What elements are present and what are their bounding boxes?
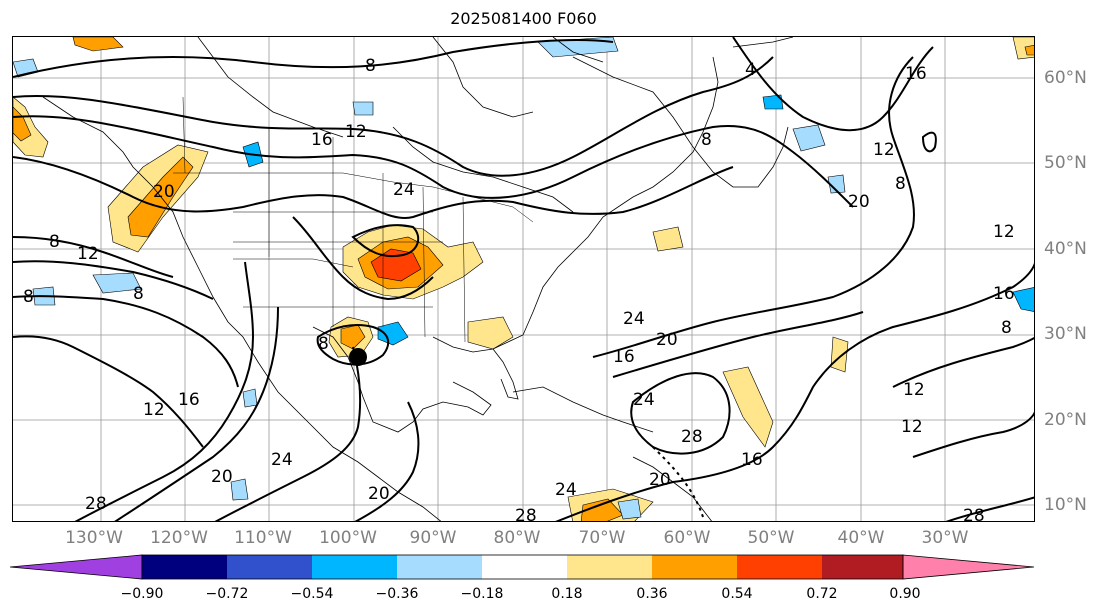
colorbar-extend-max (902, 554, 1035, 580)
contour-label: 12 (77, 244, 99, 264)
colorbar-tick: 0.18 (551, 586, 583, 602)
contour-label: 12 (345, 122, 367, 142)
colorbar-bin (482, 555, 567, 579)
contour-label: 16 (905, 64, 927, 84)
dashed-contour (652, 446, 704, 518)
lon-label: 120°W (150, 528, 208, 548)
colorbar-tick: −0.72 (205, 586, 249, 602)
lat-label: 20°N (1044, 410, 1087, 430)
contour-label: 16 (613, 347, 635, 367)
colorbar-tick: −0.90 (120, 586, 164, 602)
colorbar-extend-min (10, 554, 143, 580)
lat-label: 50°N (1044, 153, 1087, 173)
borders (173, 96, 534, 343)
contour-label: 12 (143, 400, 165, 420)
lat-label: 40°N (1044, 239, 1087, 259)
colorbar-bin (227, 555, 312, 579)
contour-label: 8 (133, 284, 144, 304)
colorbar-outline (141, 554, 904, 580)
contour-label: 20 (153, 182, 175, 202)
contour-label: 12 (873, 140, 895, 160)
contour-label: 4 (745, 60, 756, 80)
colorbar-tick: −0.36 (375, 586, 419, 602)
contour-label: 20 (848, 192, 870, 212)
lat-label: 30°N (1044, 324, 1087, 344)
contour-label: 8 (23, 287, 34, 307)
lon-label: 130°W (65, 528, 123, 548)
contour-label: 8 (318, 334, 329, 354)
lon-label: 50°W (747, 528, 795, 548)
contour-label: 24 (555, 480, 577, 500)
map-frame: 8 8 16 12 24 4 8 16 12 8 20 12 8 12 8 8 … (12, 36, 1035, 522)
contour-label: 16 (741, 450, 763, 470)
contour-label: 16 (178, 390, 200, 410)
map-title: 2025081400 F060 (450, 9, 597, 28)
lon-label: 110°W (234, 528, 292, 548)
lat-label: 60°N (1044, 68, 1087, 88)
colorbar-tick: −0.18 (460, 586, 504, 602)
colorbar-tick: 0.72 (806, 586, 838, 602)
contour-label: 12 (903, 380, 925, 400)
contour-lines (13, 37, 1034, 521)
colorbar-tick: 0.54 (721, 586, 753, 602)
colorbar-tick: −0.54 (290, 586, 334, 602)
lon-label: 100°W (319, 528, 377, 548)
contour-label: 24 (623, 309, 645, 329)
lon-label: 90°W (409, 528, 457, 548)
contour-label: 28 (515, 506, 537, 522)
contour-label: 20 (368, 484, 390, 504)
colorbar-bin (737, 555, 822, 579)
lat-label: 10°N (1044, 495, 1087, 515)
colorbar-bin (397, 555, 482, 579)
contour-label: 12 (901, 417, 923, 437)
contour-label: 8 (49, 232, 60, 252)
graticule (13, 37, 1034, 521)
contour-label: 28 (85, 494, 107, 514)
contour-label: 20 (211, 467, 233, 487)
contour-label: 12 (993, 222, 1015, 242)
contour-label: 24 (633, 390, 655, 410)
contour-label: 28 (681, 427, 703, 447)
lon-label: 30°W (921, 528, 969, 548)
contour-label: 8 (365, 56, 376, 76)
shaded-anomalies (13, 37, 1034, 521)
colorbar (10, 554, 1035, 580)
contour-label: 8 (895, 174, 906, 194)
contour-value-labels: 8 8 16 12 24 4 8 16 12 8 20 12 8 12 8 8 … (23, 56, 1015, 522)
lon-label: 80°W (493, 528, 541, 548)
colorbar-tick: 0.36 (636, 586, 668, 602)
contour-label: 20 (656, 330, 678, 350)
contour-label: 16 (311, 130, 333, 150)
colorbar-bin (312, 555, 397, 579)
lon-label: 70°W (578, 528, 626, 548)
contour-label: 8 (1001, 318, 1012, 338)
storm-center-marker (349, 348, 367, 366)
lon-label: 60°W (663, 528, 711, 548)
colorbar-bin (142, 555, 227, 579)
contour-label: 16 (993, 284, 1015, 304)
colorbar-bin (652, 555, 737, 579)
contour-label: 28 (963, 506, 985, 522)
contour-label: 8 (701, 130, 712, 150)
contour-label: 20 (649, 470, 671, 490)
colorbar-tick: 0.90 (889, 586, 921, 602)
colorbar-bin (567, 555, 652, 579)
lon-label: 40°W (837, 528, 885, 548)
map-canvas: 8 8 16 12 24 4 8 16 12 8 20 12 8 12 8 8 … (13, 37, 1034, 522)
contour-label: 24 (393, 180, 415, 200)
contour-label: 24 (271, 450, 293, 470)
colorbar-bin (822, 555, 903, 579)
